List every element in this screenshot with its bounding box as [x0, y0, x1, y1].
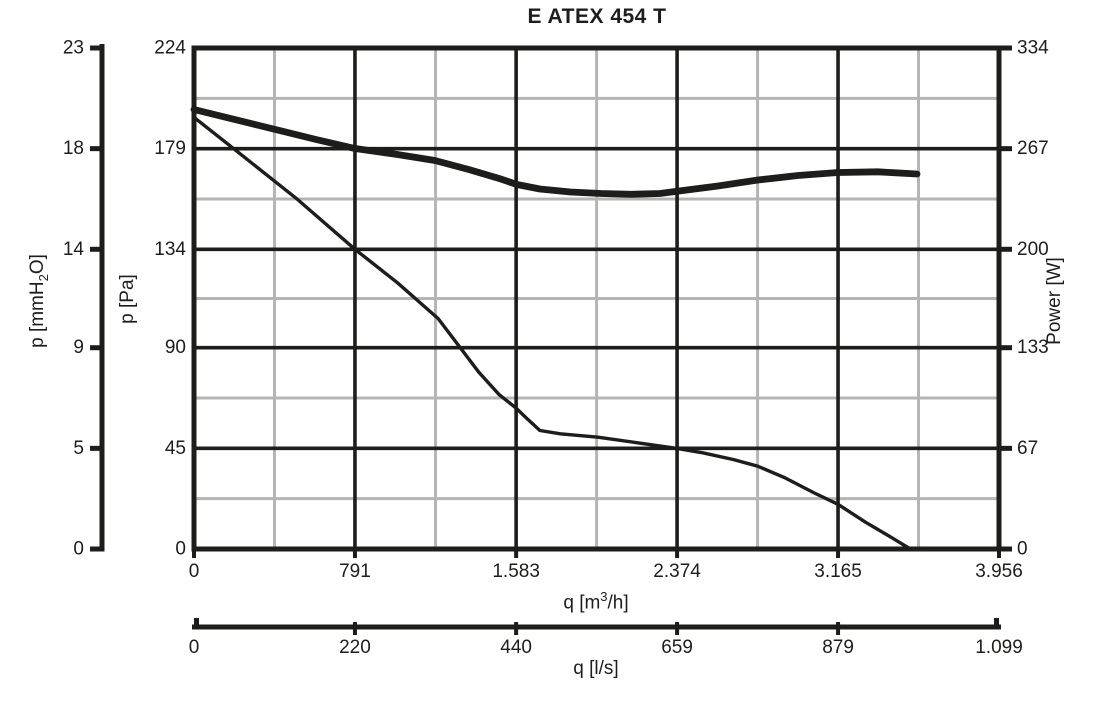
- y-axis-label-mmh2o-sub: 2: [35, 274, 51, 282]
- pa-tick-label: 0: [175, 539, 186, 560]
- m3h-tick-label: 3.165: [814, 561, 862, 582]
- power-tick-label: 267: [1017, 138, 1049, 159]
- y-axis-label-pa: p [Pa]: [117, 274, 138, 324]
- mmh2o-tick-label: 0: [73, 539, 84, 560]
- chart-title: E ATEX 454 T: [527, 5, 667, 28]
- plot-border: [191, 45, 1002, 552]
- power-curve: [190, 106, 921, 198]
- pa-tick-label: 90: [165, 337, 186, 358]
- pa-tick-label: 179: [154, 138, 186, 159]
- m3h-tick-label: 1.583: [492, 561, 540, 582]
- x-axis-label-ls: q [l/s]: [573, 658, 619, 679]
- ls-tick-label: 879: [822, 637, 854, 658]
- ls-tick-label: 220: [339, 637, 371, 658]
- x-axis-label-m3h: q [m3/h]: [496, 584, 696, 614]
- mmh2o-tick-label: 18: [63, 138, 84, 159]
- pa-tick-label: 224: [154, 38, 186, 59]
- y-axis-label-mmh2o: p [mmH2O]: [25, 226, 51, 376]
- m3h-tick-label: 791: [339, 561, 371, 582]
- power-tick-label: 133: [1017, 337, 1049, 358]
- ls-tick-label: 1.099: [975, 637, 1023, 658]
- mmh2o-tick-label: 14: [63, 239, 85, 260]
- m3h-tick-label: 0: [189, 561, 200, 582]
- pa-tick-label: 45: [165, 438, 186, 459]
- mmh2o-tick-label: 9: [73, 337, 84, 358]
- x-axis-label-m3h-suffix: /h]: [607, 592, 629, 614]
- ls-tick-label: 440: [500, 637, 532, 658]
- ls-tick-label: 659: [661, 637, 693, 658]
- x-axis-label-m3h-prefix: q [m: [563, 592, 601, 614]
- y-axis-label-mmh2o-prefix: p [mmH: [27, 281, 48, 348]
- ls-tick-label: 0: [189, 637, 200, 658]
- mmh2o-tick-label: 5: [73, 438, 84, 459]
- mmh2o-tick-label: 23: [63, 38, 84, 59]
- pa-tick-label: 134: [154, 239, 186, 260]
- y-axis-label-power: Power [W]: [1044, 257, 1065, 345]
- pressure-curve: [192, 115, 912, 551]
- m3h-tick-label: 3.956: [975, 561, 1023, 582]
- power-tick-label: 67: [1017, 438, 1038, 459]
- m3h-tick-label: 2.374: [653, 561, 701, 582]
- power-tick-label: 334: [1017, 38, 1049, 59]
- x-axis-label-m3h-sup: 3: [600, 589, 608, 604]
- power-tick-label: 200: [1017, 239, 1049, 260]
- power-tick-label: 0: [1017, 539, 1028, 560]
- y-axis-label-mmh2o-suffix: O]: [27, 254, 48, 275]
